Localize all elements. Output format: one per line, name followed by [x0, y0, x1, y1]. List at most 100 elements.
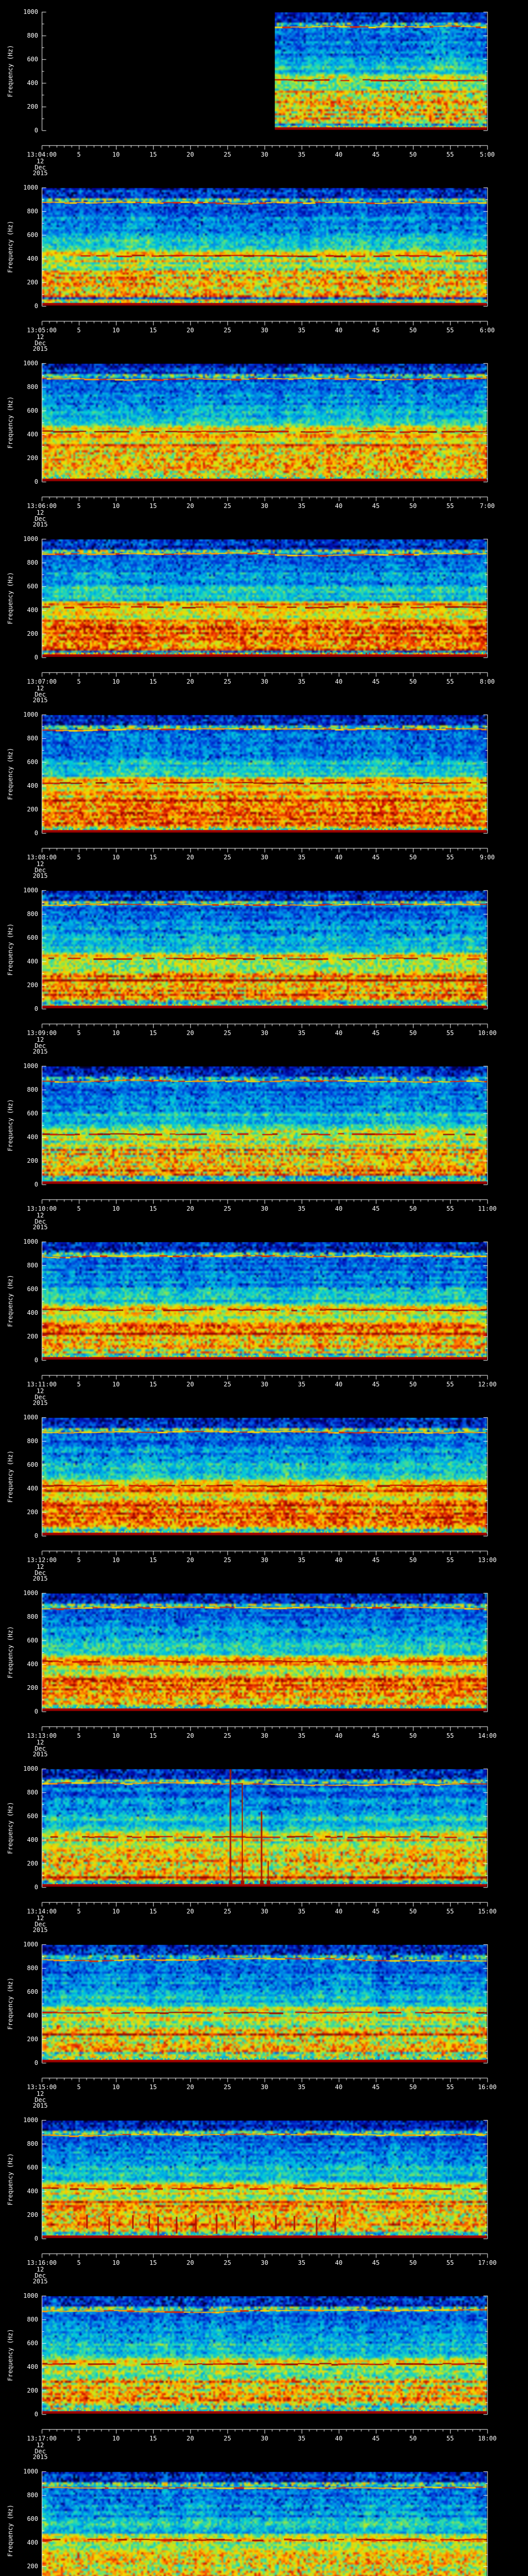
- x-date-line: 2015: [32, 170, 48, 177]
- x-tick-label: 30: [260, 502, 269, 510]
- x-tick-label: 40: [335, 1029, 343, 1037]
- x-tick-label: 5: [77, 1381, 81, 1388]
- spectrogram-plot-canvas: [0, 1054, 528, 1230]
- spectrogram-plot-canvas: [0, 1933, 528, 2108]
- y-tick-label: 200: [27, 454, 38, 462]
- y-tick-label: 1000: [23, 360, 38, 367]
- x-tick-label: 15: [149, 1556, 157, 1564]
- x-tick-label: 35: [298, 502, 306, 510]
- x-date-line: Dec: [35, 164, 46, 171]
- y-axis-title: Frequency (Hz): [7, 1626, 14, 1679]
- x-tick-label: 20: [186, 2435, 194, 2442]
- x-tick-label: 55: [446, 678, 454, 685]
- x-tick-label: 15: [149, 151, 157, 158]
- x-tick-label: 10: [112, 151, 120, 158]
- x-tick-label: 20: [186, 854, 194, 861]
- y-axis-title: Frequency (Hz): [7, 2504, 14, 2557]
- x-date-line: 12: [36, 1739, 44, 1746]
- x-tick-label: 35: [298, 2259, 306, 2266]
- y-tick-label: 0: [34, 2059, 38, 2066]
- spectrogram-panel: Frequency (Hz) 1000 800 600 400 200 0 13:04:0…: [0, 0, 528, 176]
- x-axis-end-time-label: 12:00: [477, 1381, 497, 1388]
- y-tick-label: 400: [27, 606, 38, 614]
- x-tick-label: 25: [223, 502, 232, 510]
- y-axis-title: Frequency (Hz): [7, 221, 14, 273]
- x-tick-label: 25: [223, 327, 232, 334]
- x-tick-label: 5: [77, 1205, 81, 1212]
- y-tick-label: 400: [27, 2539, 38, 2546]
- x-tick-label: 10: [112, 1908, 120, 1915]
- x-tick-label: 25: [223, 2435, 232, 2442]
- x-date-line: Dec: [35, 1394, 46, 1401]
- y-tick-label: 800: [27, 383, 38, 391]
- y-tick-label: 800: [27, 1964, 38, 1972]
- x-date-line: 2015: [32, 1926, 48, 1934]
- y-tick-label: 200: [27, 1157, 38, 1164]
- x-tick-label: 5: [77, 2259, 81, 2266]
- y-tick-label: 400: [27, 1309, 38, 1316]
- x-tick-label: 15: [149, 1908, 157, 1915]
- y-tick-label: 200: [27, 1333, 38, 1340]
- x-tick-label: 10: [112, 1556, 120, 1564]
- x-tick-label: 45: [372, 1205, 380, 1212]
- spectrogram-panel: Frequency (Hz) 1000 800 600 400 200 0 13:06:0…: [0, 351, 528, 528]
- x-tick-label: 55: [446, 2083, 454, 2091]
- x-tick-label: 25: [223, 2083, 232, 2091]
- x-tick-label: 10: [112, 854, 120, 861]
- x-axis-end-time-label: 11:00: [477, 1205, 497, 1212]
- y-tick-label: 600: [27, 407, 38, 414]
- x-tick-label: 30: [260, 678, 269, 685]
- y-tick-label: 600: [27, 56, 38, 63]
- x-tick-label: 10: [112, 2083, 120, 2091]
- x-date-line: 12: [36, 685, 44, 692]
- x-tick-label: 30: [260, 1908, 269, 1915]
- x-tick-label: 35: [298, 2435, 306, 2442]
- y-tick-label: 0: [34, 829, 38, 837]
- x-tick-label: 45: [372, 2259, 380, 2266]
- x-tick-label: 55: [446, 327, 454, 334]
- x-tick-label: 40: [335, 2259, 343, 2266]
- x-axis-end-time-label: 8:00: [480, 678, 495, 685]
- y-tick-label: 200: [27, 2036, 38, 2043]
- x-tick-label: 5: [77, 151, 81, 158]
- x-tick-label: 50: [409, 2259, 417, 2266]
- x-tick-label: 40: [335, 327, 343, 334]
- x-tick-label: 20: [186, 1381, 194, 1388]
- x-tick-label: 45: [372, 1908, 380, 1915]
- x-tick-label: 30: [260, 2083, 269, 2091]
- x-tick-label: 15: [149, 1732, 157, 1739]
- x-tick-label: 45: [372, 1732, 380, 1739]
- y-tick-label: 200: [27, 2563, 38, 2570]
- y-tick-label: 800: [27, 2140, 38, 2147]
- y-tick-label: 0: [34, 1532, 38, 1539]
- x-date-line: 2015: [32, 2102, 48, 2109]
- x-tick-label: 50: [409, 2435, 417, 2442]
- y-tick-label: 600: [27, 1988, 38, 1995]
- y-tick-label: 0: [34, 1884, 38, 1891]
- x-tick-label: 30: [260, 1732, 269, 1739]
- x-tick-label: 35: [298, 1205, 306, 1212]
- x-date-line: 2015: [32, 2453, 48, 2461]
- y-tick-label: 1000: [23, 184, 38, 191]
- x-tick-label: 10: [112, 502, 120, 510]
- spectrogram-plot-canvas: [0, 703, 528, 878]
- spectrogram-panel: Frequency (Hz) 1000 800 600 400 200 0 13:16:0…: [0, 2108, 528, 2284]
- y-tick-label: 200: [27, 806, 38, 813]
- x-tick-label: 50: [409, 1908, 417, 1915]
- y-tick-label: 200: [27, 2211, 38, 2218]
- x-tick-label: 45: [372, 327, 380, 334]
- y-axis-title: Frequency (Hz): [7, 2329, 14, 2381]
- x-tick-label: 5: [77, 1556, 81, 1564]
- y-tick-label: 200: [27, 1509, 38, 1516]
- y-tick-label: 400: [27, 782, 38, 789]
- y-tick-label: 800: [27, 208, 38, 215]
- x-tick-label: 25: [223, 1029, 232, 1037]
- x-date-line: 2015: [32, 1048, 48, 1055]
- spectrogram-panel: Frequency (Hz) 1000 800 600 400 200 0 13:05:0…: [0, 176, 528, 352]
- x-axis-start-time-label: 13:17:00: [27, 2435, 57, 2442]
- x-tick-label: 35: [298, 678, 306, 685]
- x-date-line: 12: [36, 860, 44, 868]
- y-tick-label: 400: [27, 1836, 38, 1843]
- y-tick-label: 600: [27, 2340, 38, 2347]
